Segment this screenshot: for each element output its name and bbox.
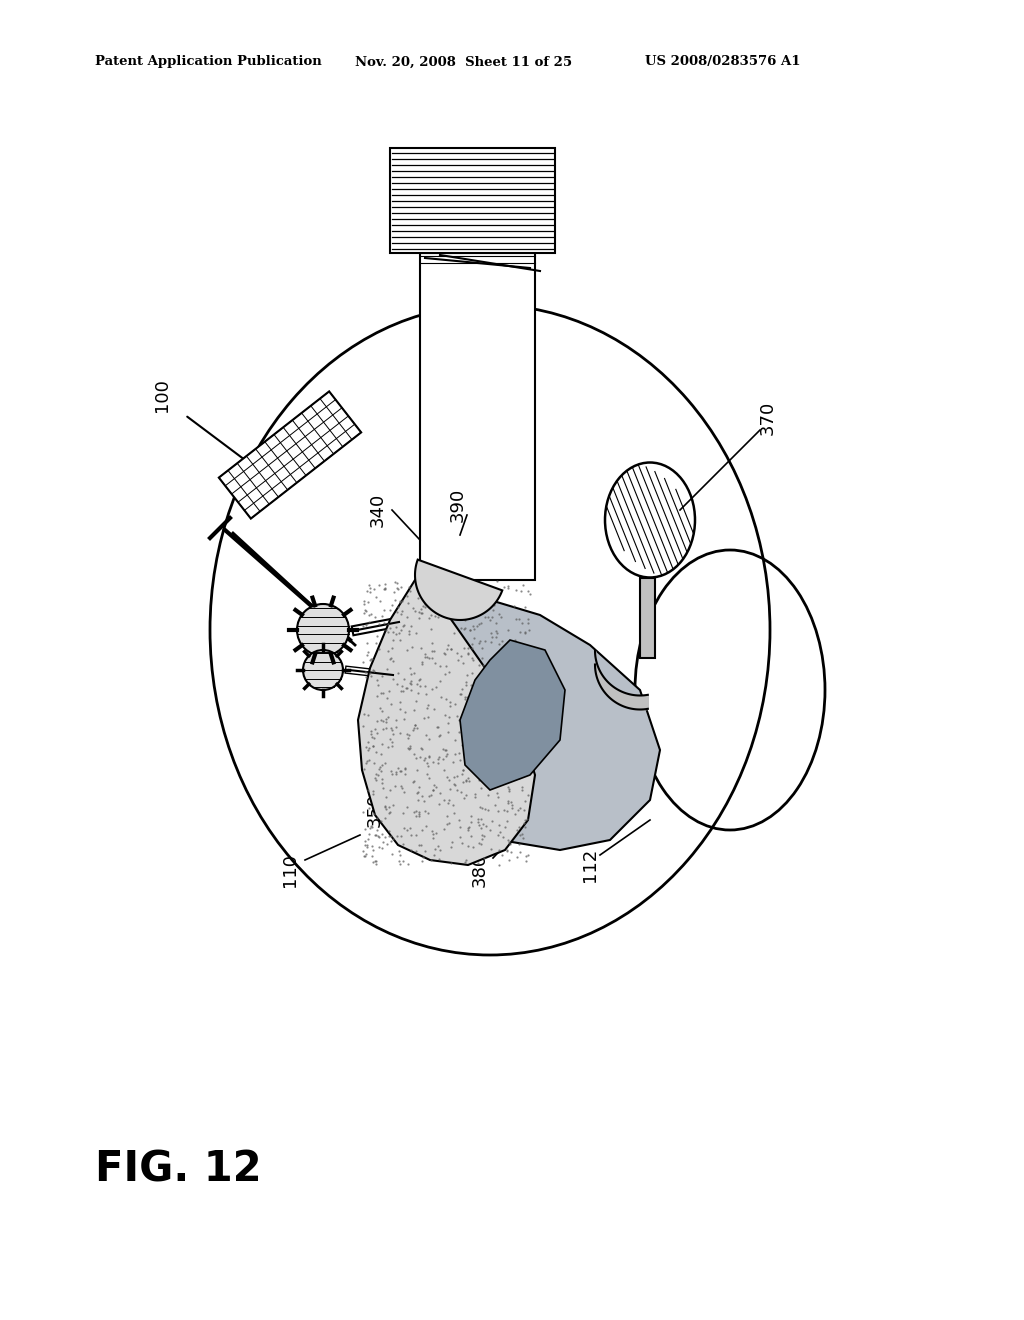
- Text: 112: 112: [581, 847, 599, 882]
- Bar: [390, 148, 555, 253]
- Polygon shape: [640, 578, 655, 657]
- Bar: [420, 253, 535, 579]
- Polygon shape: [219, 392, 361, 519]
- Polygon shape: [410, 595, 660, 850]
- Circle shape: [303, 649, 343, 690]
- Text: 110: 110: [281, 853, 299, 887]
- Polygon shape: [460, 640, 565, 789]
- Text: US 2008/0283576 A1: US 2008/0283576 A1: [645, 55, 801, 69]
- Text: 370: 370: [759, 401, 777, 436]
- Text: 340: 340: [369, 492, 387, 527]
- Text: 350: 350: [366, 793, 384, 828]
- Text: Nov. 20, 2008  Sheet 11 of 25: Nov. 20, 2008 Sheet 11 of 25: [355, 55, 572, 69]
- Ellipse shape: [605, 462, 695, 578]
- Text: Patent Application Publication: Patent Application Publication: [95, 55, 322, 69]
- Text: 100: 100: [153, 378, 171, 412]
- Circle shape: [297, 605, 349, 656]
- Polygon shape: [415, 560, 503, 620]
- Polygon shape: [358, 579, 535, 865]
- Text: FIG. 12: FIG. 12: [95, 1148, 261, 1191]
- Text: 380: 380: [471, 853, 489, 887]
- Text: 390: 390: [449, 488, 467, 523]
